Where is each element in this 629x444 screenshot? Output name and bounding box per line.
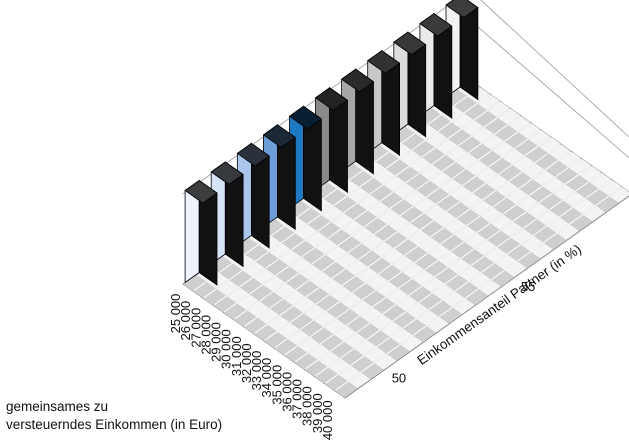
bar-top-face [314,87,349,111]
x-tick-5: 30 000 [219,329,234,369]
chart-bars [184,0,479,286]
bar-50 [184,179,218,286]
bar-top-face [393,31,427,56]
floor-cell [518,123,541,139]
floor-cell [578,165,602,182]
x-tick-0: 25 000 [168,294,183,334]
floor-cell [568,158,592,175]
x-tick-12: 37 000 [290,379,305,419]
y-axis-ticks: 505560 [392,279,536,386]
floor-cell [548,144,571,161]
x-tick-9: 34 000 [259,358,274,398]
floor-cell [538,137,561,154]
chart-floor-grid [182,79,629,399]
x-tick-4: 29 000 [209,322,224,362]
x-tick-10: 35 000 [269,365,284,405]
x-axis-title-line-2: versteuerndes Einkommen (in Euro) [6,417,223,432]
bar-top-face [236,142,270,167]
floor-cell [588,172,612,189]
x-axis-title: gemeinsames zu versteuerndes Einkommen (… [6,398,326,434]
floor-cell [497,108,521,125]
x-tick-13: 38 000 [300,386,315,426]
x-tick-7: 32 000 [239,343,254,383]
floor-cell [528,130,551,146]
bar-top-face [445,0,479,19]
x-tick-11: 36 000 [279,372,294,412]
bar-top-face [419,13,453,37]
floor-cell [599,180,622,196]
bar-top-face [184,180,218,204]
y-tick-50: 50 [392,371,406,386]
bar-top-face [340,68,375,93]
bar-51 [210,161,244,268]
x-tick-3: 28 000 [198,315,213,355]
floor-cell [558,151,582,168]
x-tick-15: 40 000 [320,400,335,440]
back-wall-line [480,0,629,138]
x-tick-8: 33 000 [249,351,264,391]
bar-top-face [262,124,296,148]
x-tick-2: 27 000 [188,308,203,348]
bar-top-face [210,161,244,185]
x-axis-title-line-1: gemeinsames zu [6,399,109,414]
bar-54 [288,105,323,212]
floor-cell [477,94,501,111]
x-tick-1: 26 000 [178,301,193,341]
x-tick-14: 39 000 [310,393,325,433]
bar-59 [419,12,453,119]
bar-56 [340,68,375,175]
floor-cell [507,115,531,132]
y-tick-55: 55 [521,279,535,294]
back-wall-line [469,19,629,159]
bar-top-face [288,105,323,130]
floor-cell [609,187,629,203]
bar-top-face [367,50,401,74]
floor-cell [487,101,511,118]
x-tick-6: 31 000 [229,336,244,376]
